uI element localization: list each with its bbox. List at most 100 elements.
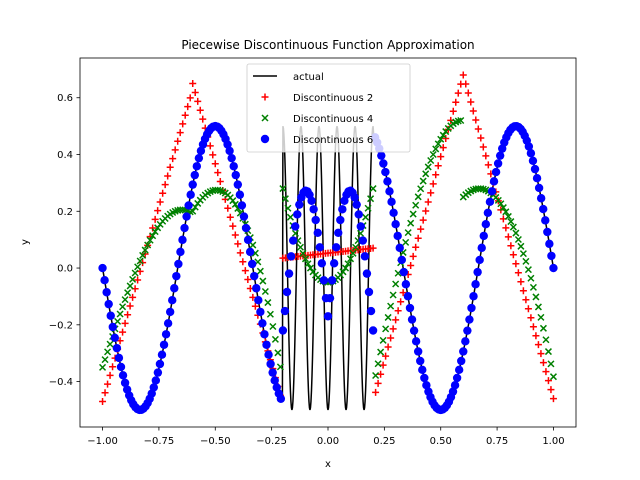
point-discontinuous-2 bbox=[101, 389, 109, 397]
point-discontinuous-4 bbox=[249, 241, 257, 249]
point-discontinuous-4 bbox=[119, 303, 127, 311]
point-discontinuous-6 bbox=[245, 247, 255, 257]
point-discontinuous-6 bbox=[399, 267, 409, 277]
point-discontinuous-2 bbox=[424, 198, 432, 206]
point-discontinuous-6 bbox=[475, 255, 484, 265]
point-discontinuous-2 bbox=[437, 153, 445, 161]
point-discontinuous-6 bbox=[116, 362, 126, 372]
point-discontinuous-4 bbox=[291, 229, 299, 237]
point-discontinuous-2 bbox=[229, 222, 237, 230]
point-discontinuous-4 bbox=[389, 291, 397, 299]
point-discontinuous-6 bbox=[100, 275, 109, 285]
x-tick-label: 0.00 bbox=[317, 436, 339, 447]
point-discontinuous-2 bbox=[399, 289, 407, 297]
point-discontinuous-2 bbox=[522, 296, 530, 304]
point-discontinuous-2 bbox=[241, 267, 249, 275]
point-discontinuous-6 bbox=[98, 263, 107, 273]
y-tick-label: −0.4 bbox=[49, 377, 73, 388]
point-discontinuous-4 bbox=[364, 204, 372, 212]
point-discontinuous-4 bbox=[284, 204, 292, 212]
point-discontinuous-2 bbox=[417, 225, 425, 233]
point-discontinuous-4 bbox=[144, 241, 152, 249]
point-discontinuous-4 bbox=[261, 287, 269, 296]
point-discontinuous-2 bbox=[186, 94, 194, 102]
point-discontinuous-6 bbox=[237, 201, 247, 210]
point-discontinuous-6 bbox=[352, 200, 361, 209]
point-discontinuous-6 bbox=[418, 365, 427, 375]
point-discontinuous-2 bbox=[379, 361, 387, 369]
point-discontinuous-4 bbox=[377, 348, 385, 356]
point-discontinuous-2 bbox=[459, 71, 467, 79]
point-discontinuous-6 bbox=[174, 259, 183, 269]
x-tick-label: 1.00 bbox=[542, 436, 564, 447]
point-discontinuous-2 bbox=[156, 198, 164, 206]
point-discontinuous-4 bbox=[379, 336, 387, 344]
point-discontinuous-2 bbox=[537, 350, 545, 358]
point-discontinuous-4 bbox=[522, 257, 530, 265]
point-discontinuous-2 bbox=[161, 181, 169, 189]
point-discontinuous-6 bbox=[332, 243, 341, 252]
point-discontinuous-2 bbox=[199, 115, 207, 123]
point-discontinuous-4 bbox=[271, 335, 279, 343]
point-discontinuous-4 bbox=[514, 235, 522, 244]
point-discontinuous-4 bbox=[304, 260, 312, 268]
point-discontinuous-6 bbox=[149, 383, 158, 392]
point-discontinuous-6 bbox=[239, 212, 249, 221]
x-axis-label: x bbox=[325, 459, 331, 470]
point-discontinuous-2 bbox=[174, 137, 182, 145]
point-discontinuous-6 bbox=[403, 292, 413, 301]
point-discontinuous-6 bbox=[120, 378, 130, 388]
point-discontinuous-6 bbox=[469, 292, 478, 301]
point-discontinuous-4 bbox=[512, 229, 520, 237]
point-discontinuous-6 bbox=[241, 223, 251, 233]
point-discontinuous-2 bbox=[121, 319, 129, 327]
point-discontinuous-4 bbox=[259, 277, 267, 285]
point-discontinuous-6 bbox=[393, 231, 402, 241]
point-discontinuous-4 bbox=[347, 255, 355, 263]
point-discontinuous-6 bbox=[401, 280, 411, 289]
point-discontinuous-2 bbox=[372, 388, 380, 396]
point-discontinuous-2 bbox=[467, 98, 475, 106]
point-discontinuous-4 bbox=[139, 251, 147, 259]
point-discontinuous-2 bbox=[524, 305, 532, 313]
point-discontinuous-4 bbox=[352, 243, 360, 251]
y-tick-label: 0.4 bbox=[57, 150, 73, 161]
point-discontinuous-2 bbox=[377, 370, 385, 378]
y-tick-label: 0.6 bbox=[57, 93, 73, 104]
point-discontinuous-6 bbox=[118, 371, 128, 380]
point-discontinuous-6 bbox=[377, 151, 386, 160]
point-discontinuous-6 bbox=[358, 236, 368, 245]
point-discontinuous-2 bbox=[126, 302, 134, 310]
point-discontinuous-6 bbox=[223, 140, 232, 149]
point-discontinuous-4 bbox=[537, 313, 545, 321]
point-discontinuous-6 bbox=[282, 287, 292, 297]
point-discontinuous-2 bbox=[479, 143, 487, 151]
point-discontinuous-6 bbox=[284, 269, 294, 278]
point-discontinuous-2 bbox=[517, 278, 525, 286]
point-discontinuous-2 bbox=[236, 249, 244, 257]
legend-box bbox=[246, 63, 411, 153]
point-discontinuous-6 bbox=[524, 142, 534, 151]
point-discontinuous-6 bbox=[334, 228, 343, 237]
point-discontinuous-6 bbox=[489, 177, 499, 186]
point-discontinuous-6 bbox=[319, 276, 329, 285]
point-discontinuous-4 bbox=[409, 210, 417, 218]
point-discontinuous-2 bbox=[251, 302, 259, 310]
x-tick-label: 0.75 bbox=[486, 436, 508, 447]
point-discontinuous-2 bbox=[149, 224, 157, 232]
y-axis-label: y bbox=[20, 239, 31, 245]
point-discontinuous-4 bbox=[256, 267, 264, 275]
point-discontinuous-2 bbox=[527, 314, 535, 322]
point-discontinuous-2 bbox=[409, 252, 417, 260]
point-discontinuous-6 bbox=[268, 368, 277, 377]
point-discontinuous-6 bbox=[413, 347, 423, 356]
point-discontinuous-4 bbox=[542, 336, 550, 344]
series-discontinuous-6 bbox=[98, 121, 558, 415]
point-discontinuous-6 bbox=[329, 259, 339, 268]
point-discontinuous-6 bbox=[315, 243, 324, 252]
point-discontinuous-2 bbox=[462, 80, 470, 88]
point-discontinuous-6 bbox=[454, 365, 464, 375]
point-discontinuous-2 bbox=[166, 163, 174, 171]
point-discontinuous-4 bbox=[141, 246, 149, 254]
point-discontinuous-6 bbox=[461, 337, 470, 346]
